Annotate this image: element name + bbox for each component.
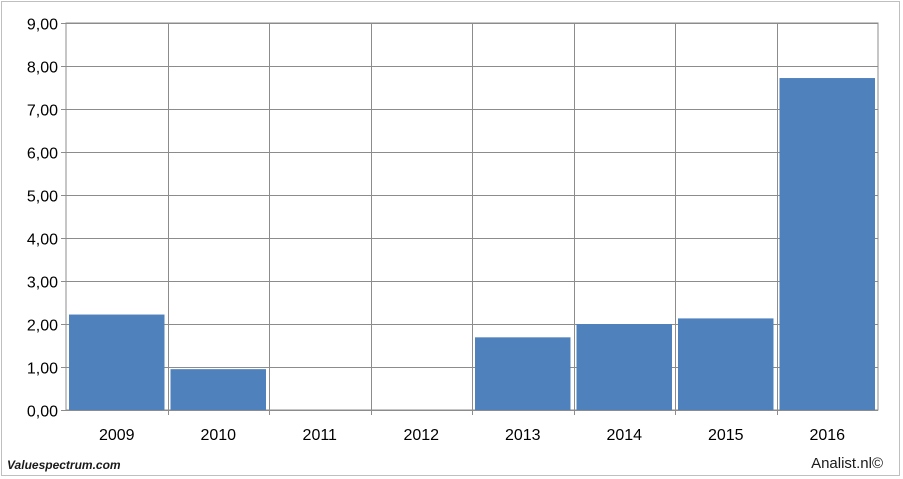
bar-2015: [678, 318, 774, 410]
grid-layer: [61, 22, 879, 415]
source-label-left: Valuespectrum.com: [7, 458, 121, 472]
bar-2009: [69, 314, 165, 410]
y-tick-label: 1,00: [27, 361, 58, 378]
y-tick-label: 5,00: [27, 189, 58, 206]
y-tick-label: 0,00: [27, 404, 58, 421]
x-tick-label: 2010: [200, 427, 236, 444]
y-tick-label: 4,00: [27, 232, 58, 249]
y-tick-label: 3,00: [27, 275, 58, 292]
y-tick-label: 8,00: [27, 60, 58, 77]
bar-2016: [779, 78, 875, 410]
x-tick-label: 2011: [303, 427, 338, 444]
x-tick-label: 2016: [809, 427, 845, 444]
bar-2010: [170, 369, 266, 410]
source-label-right: Analist.nl©: [811, 455, 883, 472]
y-tick-label: 6,00: [27, 146, 58, 163]
y-axis-tick-labels: 0,00 1,00 2,00 3,00 4,00 5,00 6,00 7,00 8,00 9,00: [27, 17, 58, 421]
y-tick-label: 7,00: [27, 103, 58, 120]
y-tick-label: 9,00: [27, 17, 58, 34]
x-tick-label: 2014: [606, 427, 642, 444]
y-tick-label: 2,00: [27, 318, 58, 335]
bar-2013: [475, 337, 571, 410]
x-tick-label: 2009: [99, 427, 135, 444]
bar-layer: [69, 78, 875, 410]
x-tick-label: 2012: [403, 427, 439, 444]
x-tick-label: 2015: [708, 427, 744, 444]
x-axis-tick-labels: 2009 2010 2011 2012 2013 2014 2015 2016: [99, 427, 845, 444]
bar-2014: [576, 324, 672, 410]
x-tick-label: 2013: [505, 427, 541, 444]
